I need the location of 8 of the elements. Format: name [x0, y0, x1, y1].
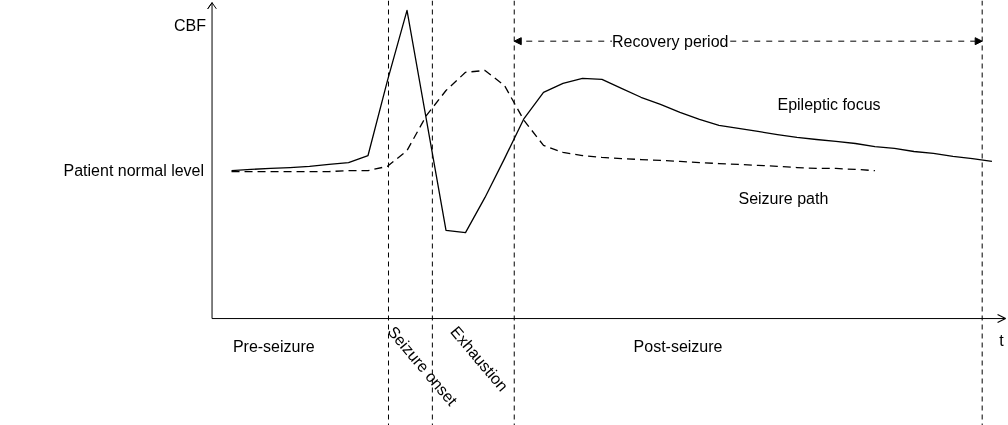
- series-label: Epileptic focus: [777, 96, 881, 114]
- text: Pre-seizure: [232, 338, 315, 356]
- series-label: Seizure path: [738, 189, 829, 207]
- x-axis-title: t: [999, 332, 1005, 350]
- text: Patient normal level: [63, 162, 205, 180]
- y-axis-title: CBF: [174, 17, 207, 35]
- text: Post-seizure: [633, 338, 723, 356]
- annotation: Recovery period: [611, 32, 729, 50]
